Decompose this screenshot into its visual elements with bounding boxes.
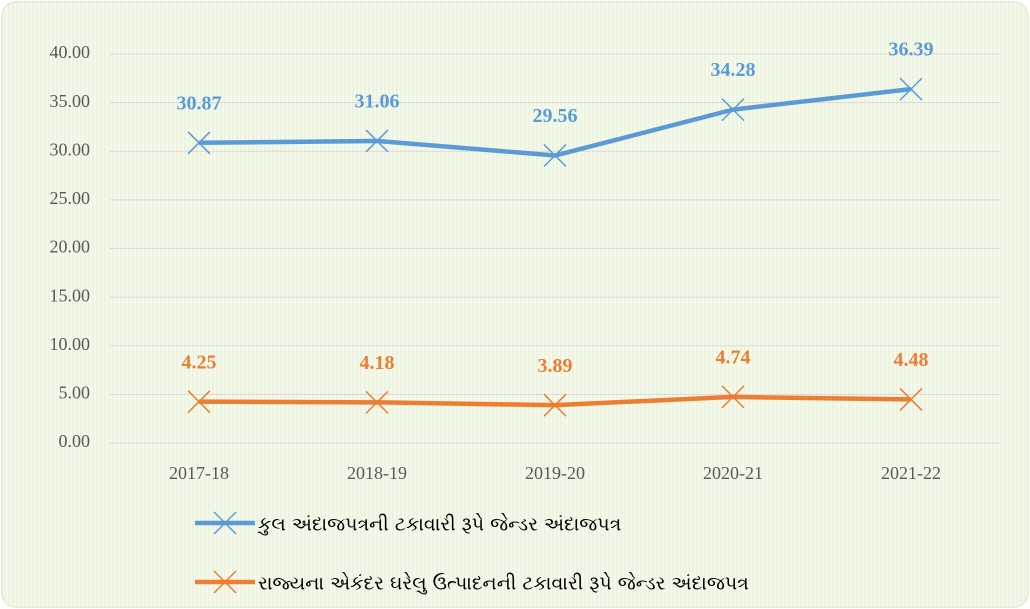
data-label: 4.74	[716, 346, 751, 368]
y-tick-label: 35.00	[50, 91, 91, 111]
data-label: 4.25	[182, 351, 217, 373]
data-label: 3.89	[538, 355, 573, 377]
data-label: 30.87	[177, 92, 222, 114]
data-label: 34.28	[711, 59, 756, 81]
x-tick-label: 2017-18	[169, 463, 229, 483]
x-tick-label: 2018-19	[347, 463, 407, 483]
marker	[899, 387, 923, 411]
legend-marker	[213, 570, 237, 594]
y-tick-label: 0.00	[59, 431, 91, 451]
marker	[721, 385, 745, 409]
legend-label: રાજ્યના એકંદર ઘરેલુ ઉત્પાદનની ટકાવારી રૂ…	[258, 572, 749, 594]
marker	[543, 143, 567, 168]
data-label: 29.56	[533, 105, 578, 127]
data-label: 36.39	[889, 39, 934, 61]
legend-marker	[213, 511, 237, 535]
y-tick-label: 30.00	[50, 139, 91, 159]
x-tick-label: 2020-21	[703, 463, 763, 483]
y-tick-label: 40.00	[50, 42, 91, 62]
marker	[365, 390, 389, 414]
marker	[899, 77, 923, 101]
marker	[543, 393, 567, 417]
y-tick-label: 25.00	[50, 188, 91, 208]
legend-label: કુલ અંદાજપત્રની ટકાવારી રૂપે જેન્ડર અંદા…	[257, 513, 622, 535]
marker	[187, 390, 211, 414]
marker	[187, 131, 211, 155]
y-tick-label: 15.00	[50, 285, 91, 305]
x-tick-label: 2021-22	[881, 463, 941, 483]
x-tick-label: 2019-20	[525, 463, 585, 483]
marker	[721, 98, 745, 122]
data-label: 31.06	[355, 91, 400, 113]
marker	[365, 129, 389, 153]
y-tick-label: 10.00	[50, 334, 91, 354]
data-label: 4.18	[360, 352, 395, 374]
data-label: 4.48	[894, 349, 929, 371]
y-tick-label: 5.00	[59, 383, 91, 403]
y-tick-label: 20.00	[50, 237, 91, 257]
